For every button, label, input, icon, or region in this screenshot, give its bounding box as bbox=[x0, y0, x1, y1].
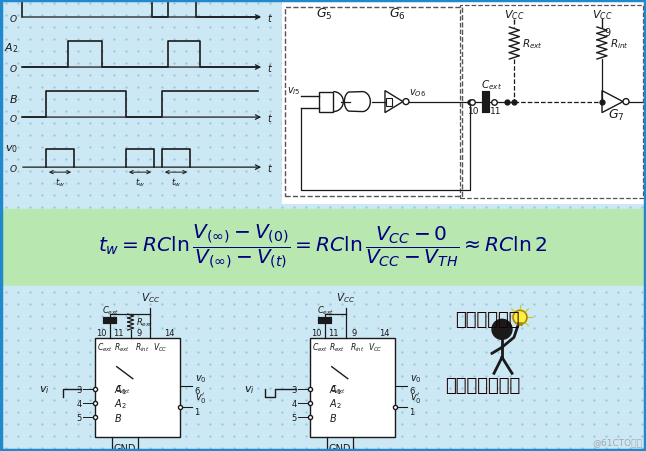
Text: $R_{ext}$: $R_{ext}$ bbox=[523, 37, 543, 51]
Polygon shape bbox=[385, 92, 403, 113]
Circle shape bbox=[403, 99, 409, 106]
Bar bbox=[95, 338, 180, 437]
Bar bbox=[461, 6, 643, 199]
Text: $v_0$: $v_0$ bbox=[195, 372, 207, 384]
Text: $R_{int}$: $R_{int}$ bbox=[610, 37, 629, 51]
Text: $G_5$: $G_5$ bbox=[316, 7, 333, 22]
Bar bbox=[319, 92, 333, 112]
Text: 9: 9 bbox=[136, 328, 142, 337]
Text: $C_{ext}$: $C_{ext}$ bbox=[481, 78, 502, 92]
Text: $t_w$: $t_w$ bbox=[135, 176, 145, 188]
Text: 14: 14 bbox=[380, 328, 390, 337]
Text: $t$: $t$ bbox=[267, 162, 273, 174]
Text: 5: 5 bbox=[291, 413, 297, 422]
Text: $B$: $B$ bbox=[329, 411, 337, 423]
Bar bbox=[282, 3, 644, 205]
Text: 可重复触发？: 可重复触发？ bbox=[455, 310, 519, 328]
Text: $R_{int}$: $R_{int}$ bbox=[134, 341, 149, 354]
Text: GND: GND bbox=[114, 443, 136, 451]
Circle shape bbox=[492, 320, 512, 340]
Text: $R_{ext}$: $R_{ext}$ bbox=[114, 341, 130, 354]
Text: $A_1$: $A_1$ bbox=[4, 0, 18, 5]
Text: $B$: $B$ bbox=[114, 411, 122, 423]
Text: 3: 3 bbox=[76, 385, 81, 394]
Text: $t_w = RC\ln\dfrac{V_{(\infty)}-V_{(0)}}{V_{(\infty)}-V_{(t)}} = RC\ln\dfrac{V_{: $t_w = RC\ln\dfrac{V_{(\infty)}-V_{(0)}}… bbox=[98, 221, 548, 269]
Text: 6: 6 bbox=[194, 386, 200, 395]
Text: $t$: $t$ bbox=[267, 62, 273, 74]
Text: $v_0$: $v_0$ bbox=[410, 372, 422, 384]
Text: $v_0$: $v_0$ bbox=[5, 143, 18, 155]
Text: 10: 10 bbox=[96, 328, 107, 337]
Text: $A_1$: $A_1$ bbox=[114, 383, 127, 396]
Text: $A_2$: $A_2$ bbox=[329, 396, 342, 410]
Text: 1: 1 bbox=[409, 407, 414, 416]
Text: $C_{ext}$: $C_{ext}$ bbox=[115, 383, 130, 395]
Text: $C_{ext}$: $C_{ext}$ bbox=[97, 341, 113, 354]
Text: $O$: $O$ bbox=[9, 112, 18, 123]
Text: $C_{ext}$: $C_{ext}$ bbox=[101, 304, 119, 316]
Text: 9: 9 bbox=[604, 28, 610, 38]
Text: $A_2$: $A_2$ bbox=[114, 396, 127, 410]
Text: $V_{CC}$: $V_{CC}$ bbox=[141, 290, 160, 304]
Text: 11: 11 bbox=[114, 328, 124, 337]
Bar bbox=[285, 8, 463, 197]
Text: $C_{ext}$: $C_{ext}$ bbox=[312, 341, 328, 354]
Text: $B$: $B$ bbox=[9, 93, 18, 105]
Text: $t_w$: $t_w$ bbox=[55, 176, 65, 188]
Text: 10: 10 bbox=[468, 106, 479, 115]
Text: $V_{CC}$: $V_{CC}$ bbox=[368, 341, 383, 354]
Circle shape bbox=[623, 99, 629, 106]
Text: $O$: $O$ bbox=[9, 162, 18, 173]
Text: $A_2$: $A_2$ bbox=[4, 41, 18, 55]
Text: $V_{CC}$: $V_{CC}$ bbox=[592, 8, 612, 22]
Bar bbox=[310, 338, 395, 437]
Text: $v_i$: $v_i$ bbox=[39, 384, 50, 396]
Text: @61CTO博客: @61CTO博客 bbox=[592, 437, 642, 446]
Bar bbox=[0, 286, 646, 451]
Text: $R_{ext}$: $R_{ext}$ bbox=[329, 341, 345, 354]
Text: $V_{CC}$: $V_{CC}$ bbox=[336, 290, 355, 304]
Text: 14: 14 bbox=[165, 328, 175, 337]
Text: 6: 6 bbox=[409, 386, 414, 395]
Text: $O$: $O$ bbox=[9, 62, 18, 74]
Bar bbox=[0, 210, 646, 286]
Text: $G_6$: $G_6$ bbox=[389, 7, 405, 22]
Text: $V_{CC}$: $V_{CC}$ bbox=[153, 341, 168, 354]
Text: 4: 4 bbox=[291, 399, 297, 408]
Text: 不可重复触发？: 不可重复触发？ bbox=[445, 376, 520, 394]
Text: $v_{I5}$: $v_{I5}$ bbox=[287, 85, 300, 97]
Bar bbox=[0, 0, 646, 210]
Polygon shape bbox=[602, 92, 623, 113]
Text: GND: GND bbox=[329, 443, 351, 451]
Text: 1: 1 bbox=[194, 407, 199, 416]
Circle shape bbox=[513, 311, 527, 325]
Text: $G_7$: $G_7$ bbox=[608, 107, 624, 122]
Text: 9: 9 bbox=[351, 328, 357, 337]
Text: 10: 10 bbox=[311, 328, 322, 337]
Text: $t_w$: $t_w$ bbox=[171, 176, 181, 188]
Text: $v_0'$: $v_0'$ bbox=[410, 391, 422, 405]
Text: $R_{ext}$: $R_{ext}$ bbox=[136, 316, 153, 328]
Text: $v_0'$: $v_0'$ bbox=[195, 391, 207, 405]
Text: $O$: $O$ bbox=[9, 13, 18, 23]
Text: $v_i$: $v_i$ bbox=[244, 384, 255, 396]
Text: 11: 11 bbox=[329, 328, 339, 337]
Bar bbox=[386, 98, 392, 106]
Text: $t$: $t$ bbox=[267, 112, 273, 124]
Text: $C_{ext}$: $C_{ext}$ bbox=[317, 304, 334, 316]
Polygon shape bbox=[344, 92, 370, 112]
Text: $A_1$: $A_1$ bbox=[329, 383, 342, 396]
Text: 3: 3 bbox=[291, 385, 297, 394]
Text: 4: 4 bbox=[76, 399, 81, 408]
Text: $R_{int}$: $R_{int}$ bbox=[349, 341, 364, 354]
Text: $t$: $t$ bbox=[267, 12, 273, 24]
Text: $C_{ext}$: $C_{ext}$ bbox=[329, 383, 346, 395]
Text: 11: 11 bbox=[490, 106, 501, 115]
Text: $v_{O6}$: $v_{O6}$ bbox=[409, 87, 426, 98]
Text: $V_{CC}$: $V_{CC}$ bbox=[504, 8, 525, 22]
Text: 5: 5 bbox=[76, 413, 81, 422]
